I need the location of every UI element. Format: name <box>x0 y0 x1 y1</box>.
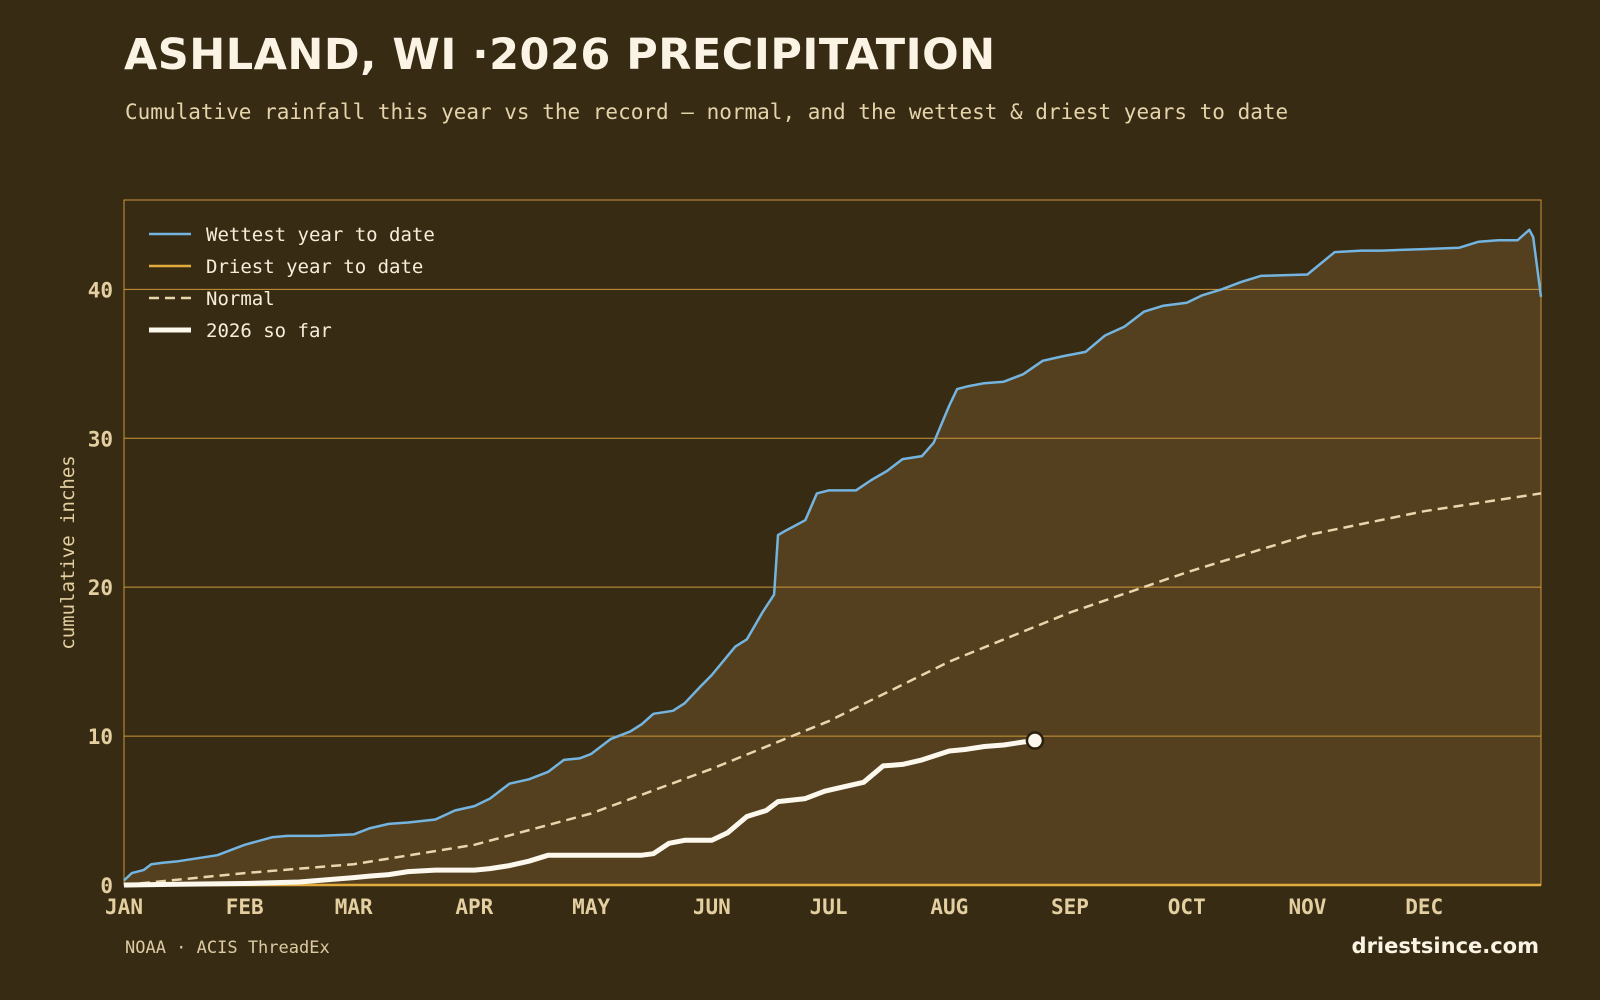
x-tick-label: JAN <box>105 895 143 919</box>
x-tick-label: JUN <box>693 895 731 919</box>
x-tick-label: MAR <box>335 895 373 919</box>
y-tick-label: 40 <box>88 278 113 302</box>
x-tick-label: SEP <box>1051 895 1089 919</box>
x-tick-label: JUL <box>810 895 848 919</box>
y-tick-label: 20 <box>88 576 113 600</box>
legend-2026-label: 2026 so far <box>206 320 332 342</box>
y-tick-label: 30 <box>88 427 113 451</box>
legend-driest-label: Driest year to date <box>206 256 423 278</box>
x-tick-label: NOV <box>1288 895 1326 919</box>
x-tick-label: FEB <box>226 895 264 919</box>
x-tick-label: APR <box>455 895 493 919</box>
series-wettest-line <box>123 228 1543 882</box>
x-tick-label: OCT <box>1168 895 1206 919</box>
y-tick-label: 0 <box>100 874 113 898</box>
y-axis-label: cumulative inches <box>57 455 79 649</box>
wettest-driest-band <box>124 229 1541 886</box>
legend-wettest-label: Wettest year to date <box>206 224 435 246</box>
series-normal-line <box>123 492 1542 887</box>
data-source: NOAA · ACIS ThreadEx <box>125 938 330 958</box>
series-2026-line <box>123 738 1036 888</box>
site-brand[interactable]: driestsince.com <box>1351 934 1539 958</box>
x-tick-label: AUG <box>930 895 968 919</box>
legend-normal-label: Normal <box>206 288 275 310</box>
y-tick-label: 10 <box>88 725 113 749</box>
page-subtitle: Cumulative rainfall this year vs the rec… <box>125 100 1289 124</box>
x-tick-label: DEC <box>1405 895 1443 919</box>
x-tick-label: MAY <box>572 895 610 919</box>
page-title: ASHLAND, WI ·2026 PRECIPITATION <box>124 30 996 80</box>
current-value-marker <box>1025 731 1045 750</box>
